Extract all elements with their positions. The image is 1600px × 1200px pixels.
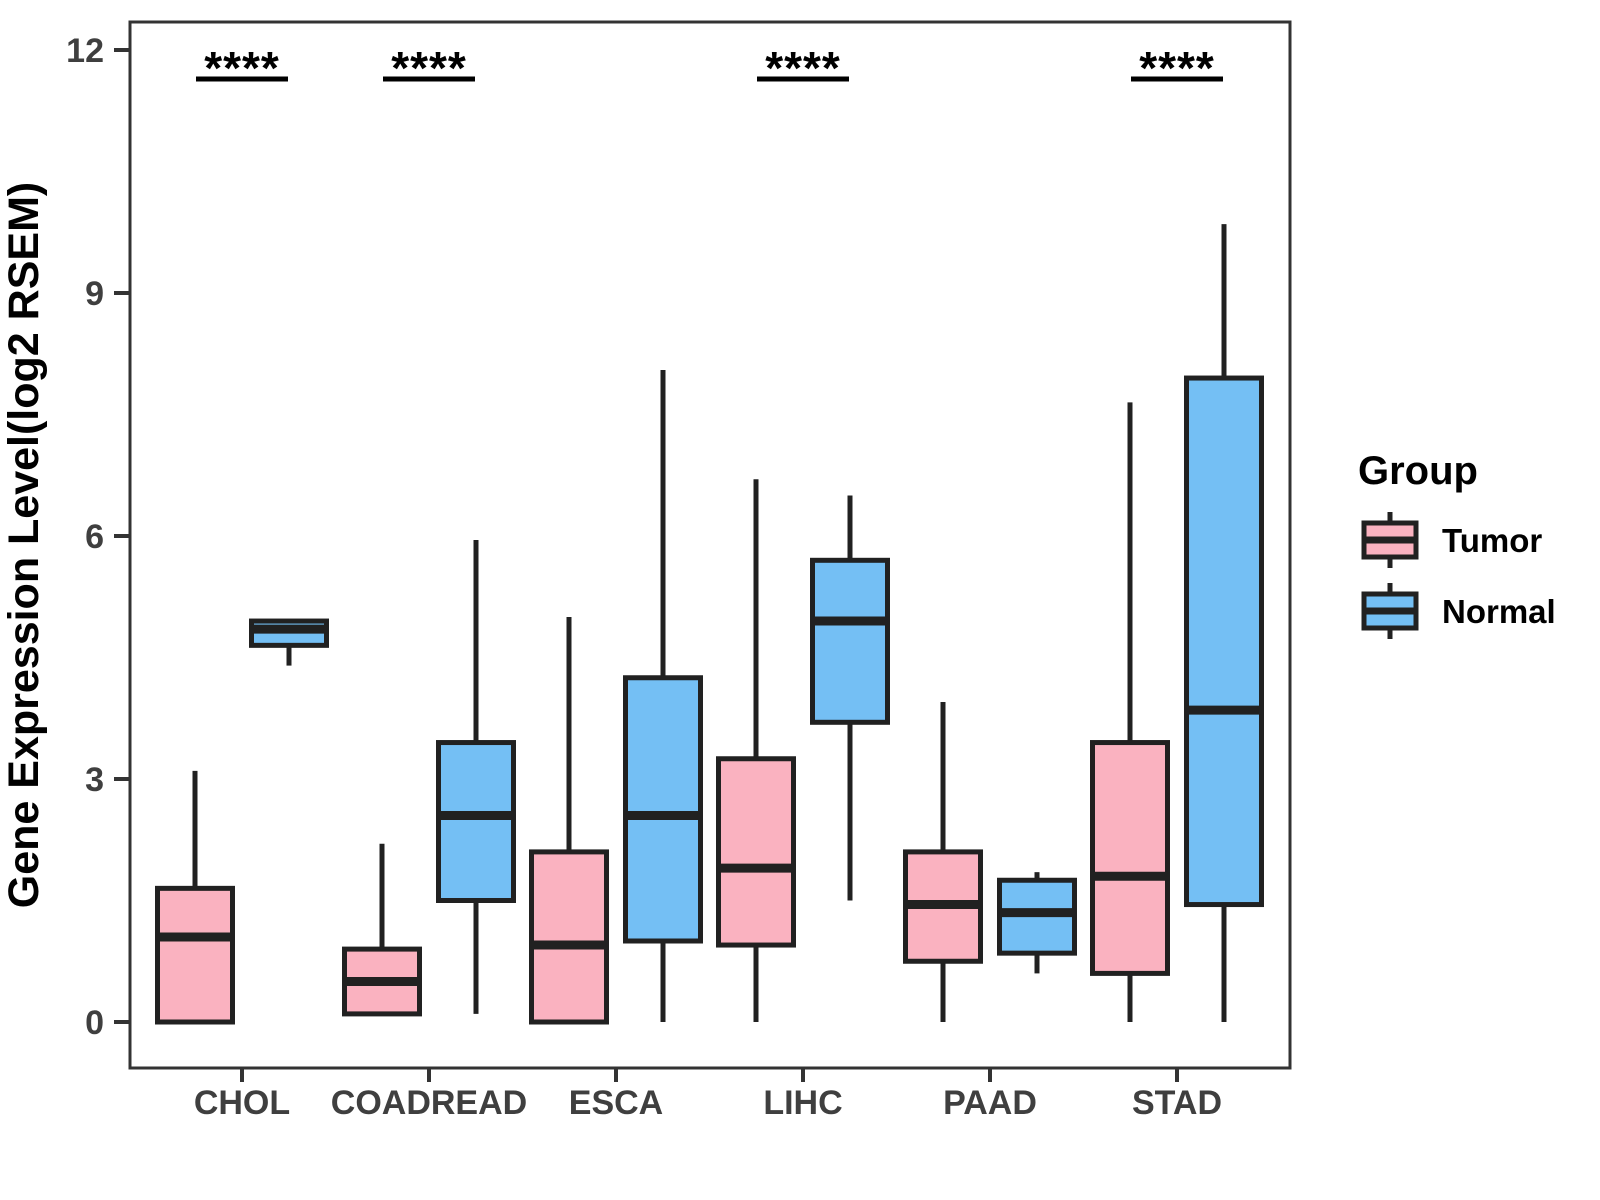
significance-stars-stad: **** xyxy=(1139,42,1215,94)
significance-stars-coadread: **** xyxy=(391,42,467,94)
y-tick-label: 9 xyxy=(85,275,104,313)
x-category-label: STAD xyxy=(1132,1084,1222,1122)
legend-label-normal: Normal xyxy=(1442,593,1556,630)
box-tumor-lihc xyxy=(716,756,796,948)
legend-label-tumor: Tumor xyxy=(1442,522,1542,559)
x-category-label: COADREAD xyxy=(331,1084,527,1122)
significance-stars-chol: **** xyxy=(204,42,280,94)
legend-title: Group xyxy=(1358,449,1478,493)
x-category-label: CHOL xyxy=(194,1084,290,1122)
y-tick-label: 6 xyxy=(85,518,104,556)
significance-stars-lihc: **** xyxy=(765,42,841,94)
box-tumor-stad xyxy=(1090,740,1170,976)
y-tick-label: 12 xyxy=(66,32,104,70)
box-normal-esca xyxy=(623,675,703,944)
x-category-label: ESCA xyxy=(569,1084,663,1122)
box-normal-coadread xyxy=(436,740,516,903)
box-normal-stad xyxy=(1184,375,1264,908)
box-tumor-esca xyxy=(529,849,609,1025)
y-axis-title: Gene Expression Level(log2 RSEM) xyxy=(0,182,48,908)
y-tick-label: 0 xyxy=(85,1004,104,1042)
y-tick-label: 3 xyxy=(85,761,104,799)
panel-border xyxy=(128,20,1292,1070)
x-category-label: PAAD xyxy=(943,1084,1037,1122)
x-category-label: LIHC xyxy=(763,1084,842,1122)
box-tumor-chol xyxy=(155,885,235,1025)
box-normal-lihc xyxy=(810,557,890,725)
